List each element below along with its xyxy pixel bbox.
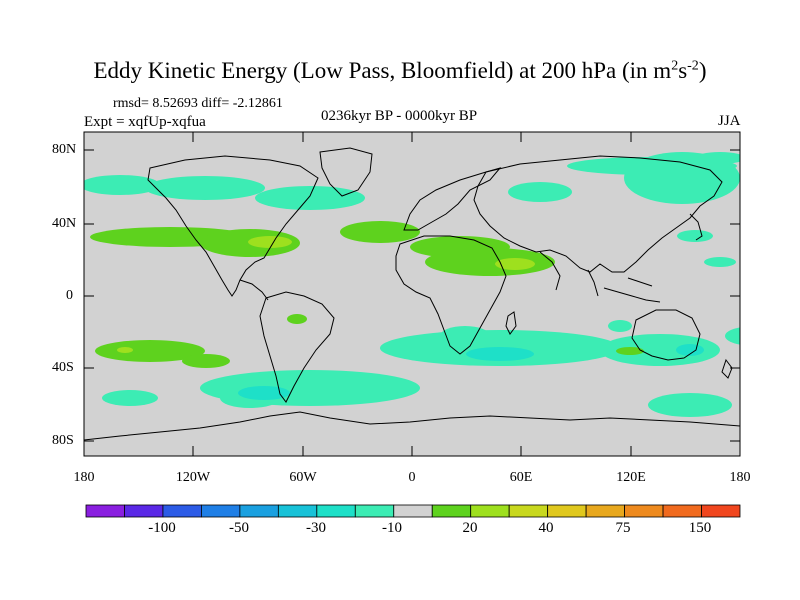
colorbar-label: 150: [688, 520, 712, 536]
coastlines: [84, 147, 740, 441]
x-tick-label: 120E: [616, 470, 646, 485]
colorbar-label: -100: [148, 520, 176, 536]
colorbar-swatch: [431, 504, 472, 518]
colorbar-swatch: [508, 504, 549, 518]
colorbar-label: -10: [382, 520, 402, 536]
y-tick-label: 80S: [52, 433, 74, 448]
axis-ticks: [84, 132, 740, 456]
x-tick-label: 60E: [509, 470, 533, 485]
colorbar-swatch: [701, 504, 741, 518]
y-tick-label: 0: [66, 288, 73, 303]
x-tick-label: 120W: [175, 470, 211, 485]
colorbar-swatch: [354, 504, 395, 518]
colorbar-swatch: [162, 504, 202, 518]
colorbar-swatch: [547, 504, 587, 518]
colorbar-swatch: [662, 504, 702, 518]
colorbar-swatch: [85, 504, 125, 518]
anomaly-field: [84, 152, 740, 417]
colorbar-label: -30: [306, 520, 326, 536]
plot-title: Eddy Kinetic Energy (Low Pass, Bloomfiel…: [93, 58, 707, 83]
colorbar-label: 20: [462, 520, 478, 536]
colorbar-swatch: [124, 504, 164, 518]
colorbar-label: 75: [615, 520, 631, 536]
x-tick-label: 180: [729, 470, 751, 485]
colorbar-swatch: [316, 504, 356, 518]
period-label: 0236kyr BP - 0000kyr BP: [321, 108, 478, 124]
colorbar-swatch: [277, 504, 318, 518]
colorbar-swatch: [201, 504, 241, 518]
colorbar-swatch: [470, 504, 510, 518]
colorbar-label: 40: [538, 520, 554, 536]
colorbar-swatch: [393, 504, 433, 518]
stats-text: rmsd= 8.52693 diff= -2.12861: [113, 96, 283, 111]
y-tick-label: 40S: [52, 360, 74, 375]
colorbar-swatch: [239, 504, 279, 518]
colorbar-swatch: [624, 504, 664, 518]
season-label: JJA: [718, 113, 741, 129]
colorbar: [85, 504, 741, 518]
y-tick-label: 80N: [52, 142, 77, 157]
x-tick-label: 60W: [289, 470, 317, 485]
x-tick-label: 180: [73, 470, 95, 485]
experiment-label: Expt = xqfUp-xqfua: [84, 114, 206, 130]
colorbar-label: -50: [229, 520, 249, 536]
y-tick-label: 40N: [52, 216, 77, 231]
colorbar-swatch: [585, 504, 625, 518]
x-tick-label: 0: [408, 470, 416, 485]
